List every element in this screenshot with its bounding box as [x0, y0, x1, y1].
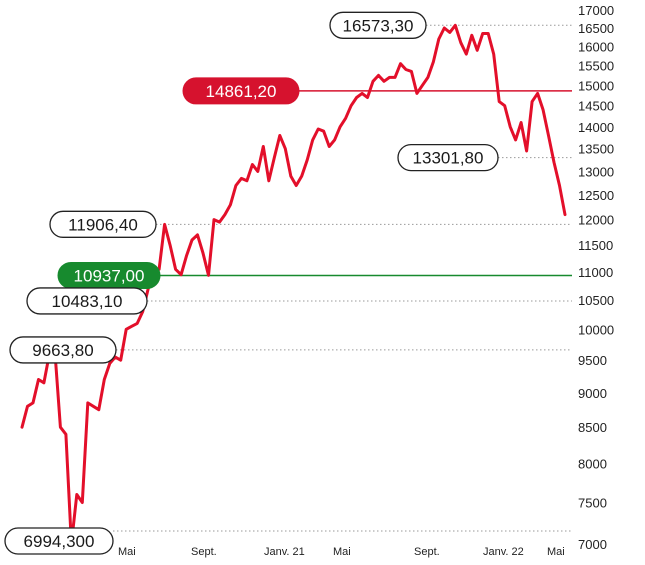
y-tick-label: 8500 — [578, 420, 607, 435]
series-line — [20, 23, 567, 546]
value-callout-box — [329, 11, 427, 39]
x-tick-label: Sept. — [414, 546, 440, 558]
value-callout-box — [182, 77, 300, 105]
y-tick-label: 14000 — [578, 120, 614, 135]
y-tick-label: 12500 — [578, 188, 614, 203]
value-callout-label: 13301,80 — [413, 149, 484, 168]
value-callout-label: 9663,80 — [32, 341, 93, 360]
y-tick-label: 9000 — [578, 386, 607, 401]
y-tick-label: 9500 — [578, 353, 607, 368]
y-tick-label: 15000 — [578, 78, 614, 93]
y-tick-label: 16000 — [578, 39, 614, 54]
value-callout-box — [9, 336, 117, 364]
value-callout-label: 10483,10 — [52, 292, 123, 311]
x-tick-label: Janv. 22 — [483, 546, 524, 558]
y-tick-label: 11000 — [578, 265, 613, 280]
y-tick-label: 12000 — [578, 213, 614, 228]
y-tick-label: 16500 — [578, 21, 614, 36]
y-tick-label: 7500 — [578, 495, 607, 510]
value-callout-box — [397, 143, 499, 172]
y-tick-label: 10500 — [578, 293, 614, 308]
value-callout-label: 14861,20 — [206, 82, 277, 101]
grid-layer — [113, 24, 572, 532]
y-tick-label: 14500 — [578, 99, 614, 114]
series-line-layer — [20, 23, 567, 546]
value-callout-label: 11906,40 — [68, 215, 138, 234]
y-tick-label: 11500 — [578, 238, 613, 253]
value-callout-box — [26, 287, 148, 315]
y-tick-label: 8000 — [578, 457, 607, 472]
y-tick-label: 17000 — [578, 3, 614, 18]
x-tick-label: Sept. — [191, 546, 217, 558]
value-callout-label: 6994,300 — [24, 532, 95, 551]
x-tick-label: Janv. 21 — [264, 546, 305, 558]
x-tick-label: Mai — [547, 546, 565, 558]
x-tick-label: Mai — [118, 546, 136, 558]
value-callout-label: 16573,30 — [343, 16, 414, 35]
value-callout-box — [4, 527, 114, 555]
y-tick-label: 15500 — [578, 59, 614, 74]
value-callouts: 16573,30 14861,20 13301,80 11906,40 10937,00… — [4, 11, 499, 555]
y-tick-label: 13000 — [578, 164, 614, 179]
y-axis-ticks: 7000 7500 8000 8500 9000 9500 10000 10500 11000 1… — [578, 3, 614, 552]
y-tick-label: 10000 — [578, 322, 614, 337]
x-tick-label: Mai — [333, 546, 351, 558]
x-axis-ticks: Mai Sept. Janv. 21 Mai Sept. Janv. 22 Mai — [118, 546, 565, 558]
value-callout-box — [49, 210, 157, 238]
y-tick-label: 7000 — [578, 537, 607, 552]
y-tick-label: 13500 — [578, 142, 614, 157]
value-callout-label: 10937,00 — [74, 266, 145, 285]
